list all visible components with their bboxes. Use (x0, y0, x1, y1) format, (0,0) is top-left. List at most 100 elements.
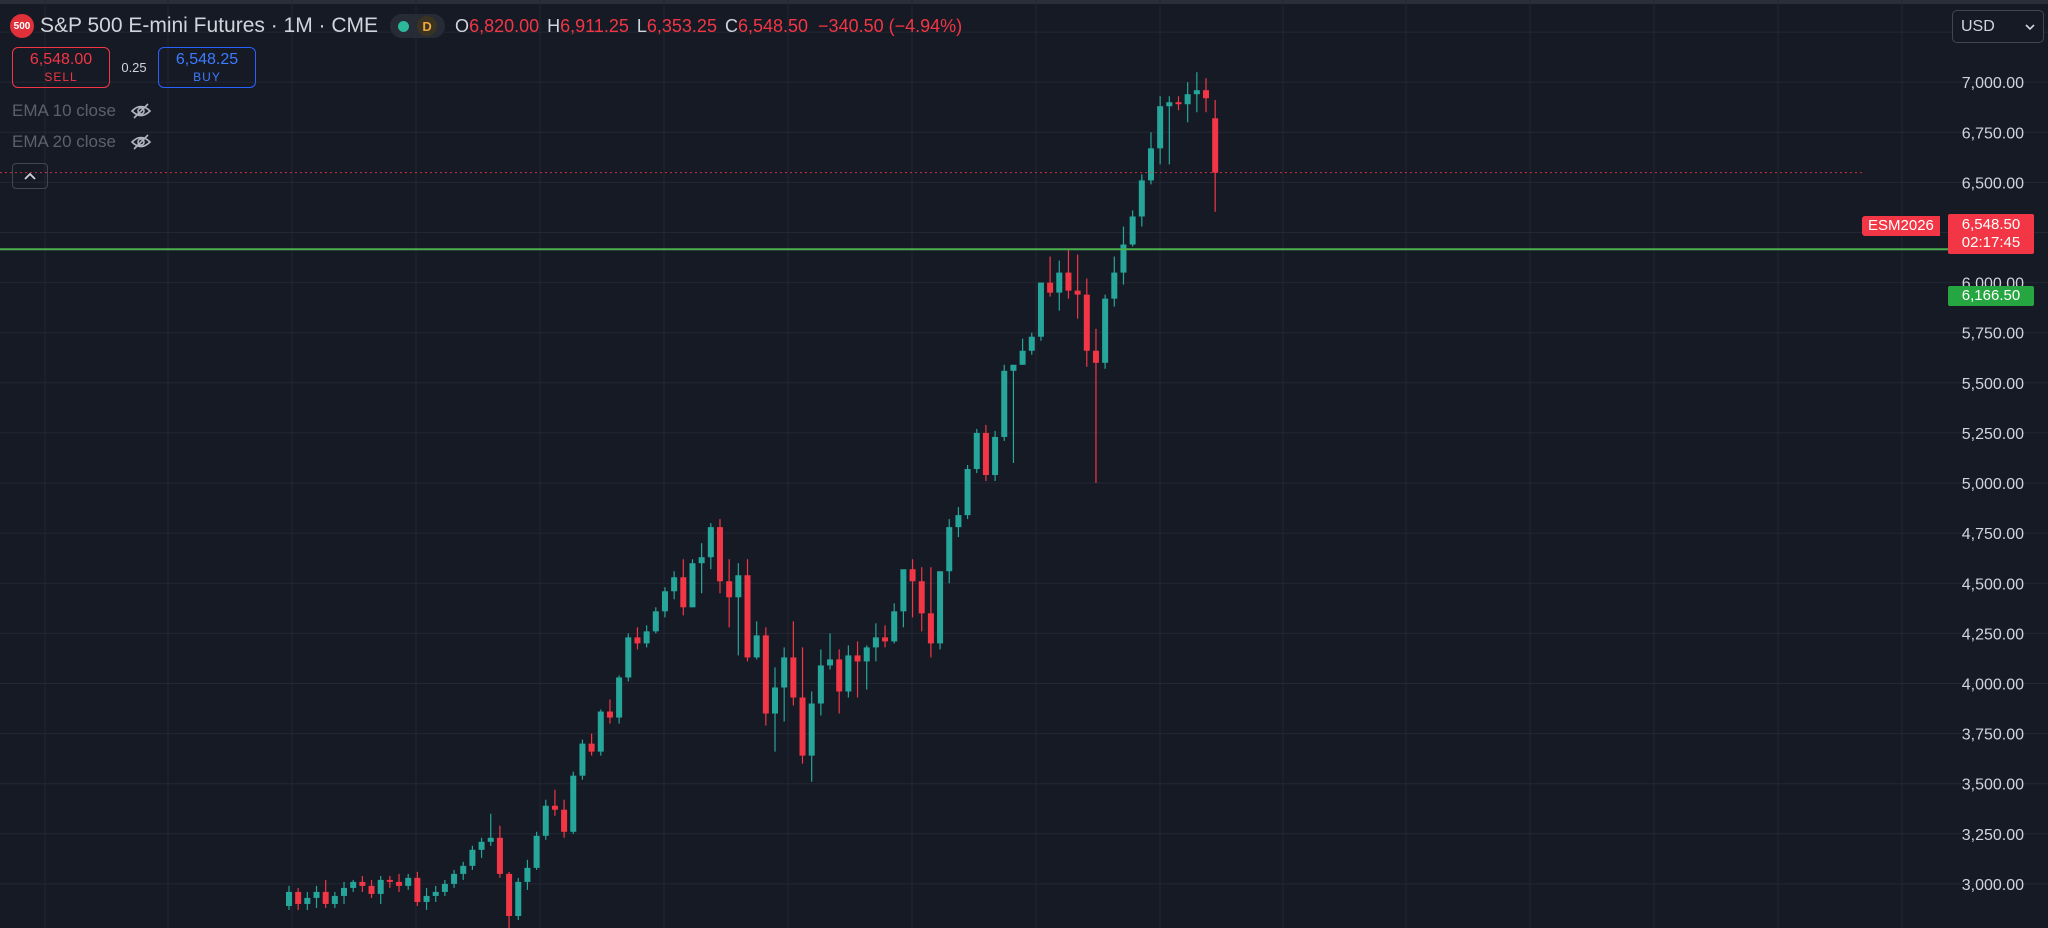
candle-body (1203, 90, 1209, 99)
candle-body (1129, 216, 1136, 245)
candle-body (900, 569, 907, 612)
open-value: 6,820.00 (469, 15, 540, 36)
y-tick-label: 3,500.00 (1962, 777, 2024, 794)
candle-body (451, 873, 458, 884)
candle-body (781, 657, 788, 688)
y-tick-label: 5,500.00 (1962, 376, 2024, 393)
high-value: 6,911.25 (560, 15, 629, 36)
candle-body (882, 637, 889, 642)
y-tick-label: 7,000.00 (1962, 75, 2024, 92)
buy-label: BUY (193, 70, 221, 84)
candle-body (1120, 244, 1127, 273)
eye-hidden-icon[interactable] (130, 102, 152, 120)
candle-body (579, 743, 586, 776)
candle-body (533, 835, 540, 868)
candle-body (295, 891, 302, 904)
candle-body (1147, 148, 1154, 181)
candle-body (542, 805, 549, 836)
candle-body (469, 849, 476, 866)
candle-body (1193, 90, 1200, 95)
candle-body (368, 885, 375, 894)
candle-body (799, 697, 806, 756)
candle-body (927, 613, 934, 644)
y-tick-label: 4,250.00 (1962, 626, 2024, 643)
symbol-logo[interactable]: 500 (10, 14, 34, 38)
y-tick-label: 4,750.00 (1962, 526, 2024, 543)
candle-body (606, 711, 613, 718)
candle-body (735, 575, 742, 598)
currency-label: USD (1961, 17, 1995, 35)
candle-body (441, 883, 448, 892)
candle-body (808, 703, 815, 756)
symbol-title[interactable]: S&P 500 E-mini Futures · 1M · CME (40, 14, 379, 37)
candle-body (1157, 106, 1164, 149)
candle-body (304, 897, 311, 904)
candle-body (992, 436, 999, 476)
indicator-ema-20[interactable]: EMA 20 close (12, 132, 152, 152)
candle-body (331, 895, 338, 904)
candle-body (313, 891, 320, 898)
close-value: 6,548.50 (737, 15, 809, 36)
change-value: −340.50 (−4.94%) (818, 15, 963, 36)
candle-body (937, 571, 944, 644)
candle-body (1028, 336, 1035, 351)
candle-body (707, 527, 714, 558)
candle-body (1019, 350, 1026, 365)
candle-body (322, 891, 329, 904)
candle-body (634, 637, 641, 644)
candle-body (872, 637, 879, 648)
candle-body (827, 659, 834, 666)
y-tick-label: 4,500.00 (1962, 576, 2024, 593)
candle-body (1166, 102, 1173, 107)
candle-body (1184, 94, 1191, 105)
collapse-legend-button[interactable] (12, 163, 48, 189)
candle-body (753, 635, 760, 658)
candle-body (496, 837, 503, 874)
spread-value: 0.25 (121, 60, 147, 75)
candle-body (478, 841, 485, 850)
eye-hidden-icon[interactable] (130, 133, 152, 151)
candle-body (652, 611, 659, 632)
candle-body (1056, 272, 1063, 293)
market-open-dot-icon (398, 20, 410, 32)
candle-body (863, 647, 870, 662)
y-tick-label: 5,250.00 (1962, 426, 2024, 443)
buy-button[interactable]: 6,548.25 BUY (158, 47, 256, 88)
candle-body (1092, 350, 1099, 363)
candle-body (377, 879, 384, 894)
candle-body (1047, 282, 1054, 293)
candle-body (551, 805, 558, 810)
symbol-header: 500 S&P 500 E-mini Futures · 1M · CME D … (10, 14, 962, 38)
candle-body (286, 891, 292, 906)
candle-body (1083, 294, 1090, 351)
y-tick-label: 6,750.00 (1962, 125, 2024, 142)
candle-body (982, 432, 989, 476)
horizontal-level-tag: 6,166.50 (1948, 286, 2034, 306)
candle-body (616, 677, 623, 718)
candle-body (1037, 282, 1044, 337)
candle-body (460, 865, 467, 874)
currency-select[interactable]: USD (1952, 10, 2044, 43)
y-tick-label: 5,750.00 (1962, 326, 2024, 343)
market-status-pill[interactable]: D (390, 14, 446, 38)
candle-body (836, 659, 843, 692)
ohlc-values: O 6,820.00 H 6,911.25 L 6,353.25 C 6,548… (455, 16, 962, 37)
candle-body (359, 881, 366, 886)
low-key: L (636, 15, 647, 36)
candle-body (1102, 298, 1109, 363)
candle-body (661, 591, 668, 612)
candle-body (955, 515, 962, 528)
chevron-up-icon (24, 172, 36, 180)
candle-body (845, 655, 852, 692)
candle-body (726, 581, 733, 598)
candle-body (423, 895, 430, 902)
candle-body (561, 809, 568, 832)
candle-body (524, 867, 531, 882)
candle-body (597, 711, 604, 752)
indicator-ema-10[interactable]: EMA 10 close (12, 101, 152, 121)
y-tick-label: 5,000.00 (1962, 476, 2024, 493)
candle-body (432, 891, 439, 896)
candle-body (772, 687, 779, 714)
sell-button[interactable]: 6,548.00 SELL (12, 47, 110, 88)
